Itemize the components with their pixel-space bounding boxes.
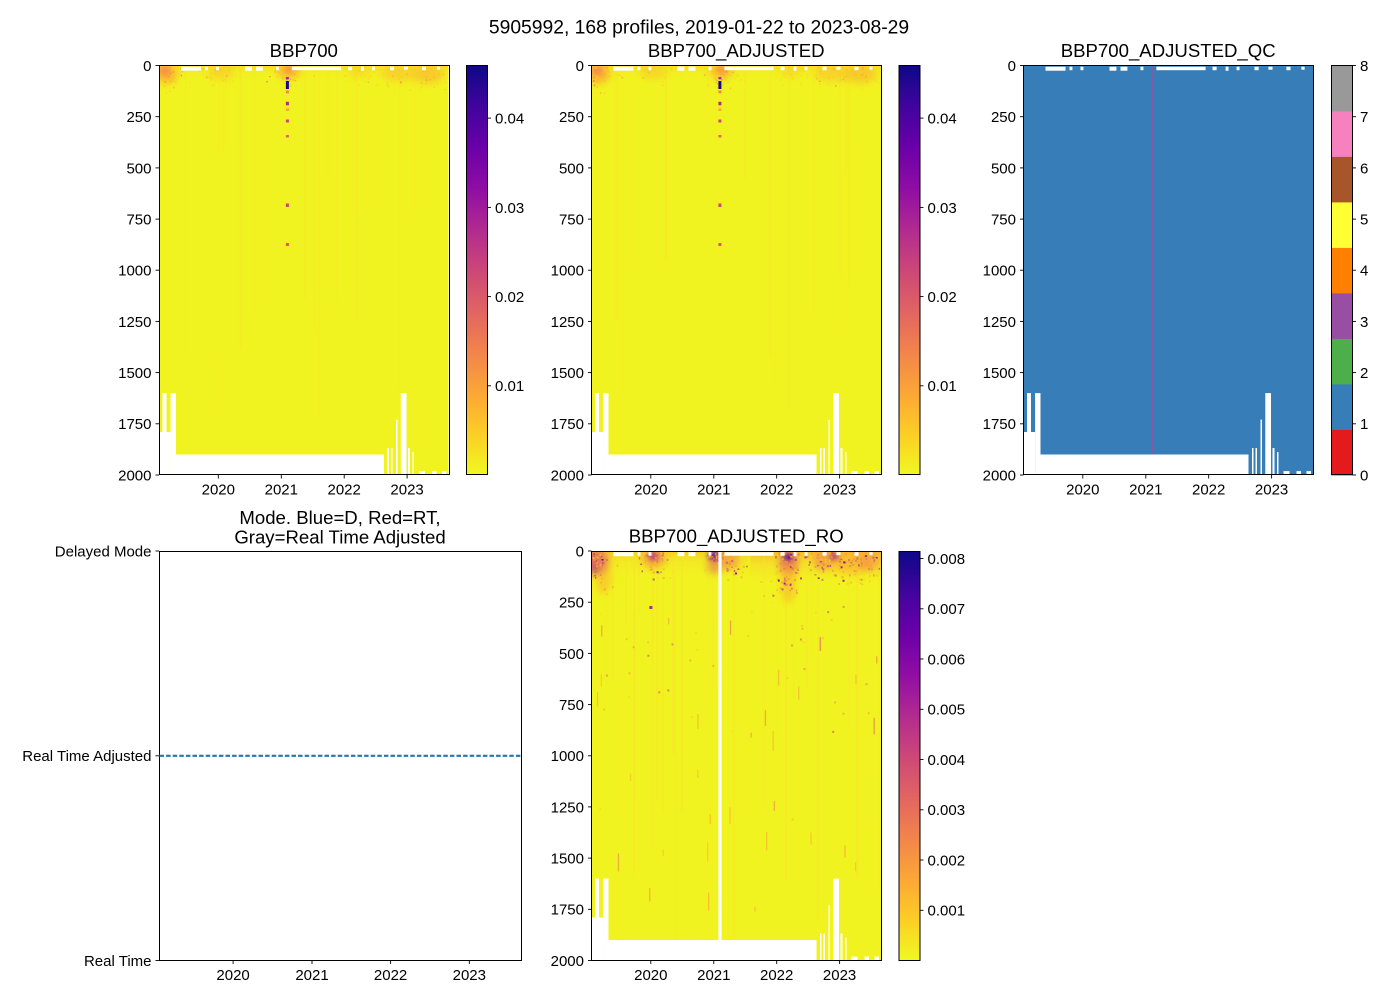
svg-text:5: 5 [1360, 212, 1368, 229]
svg-text:1250: 1250 [551, 799, 584, 816]
svg-text:0.04: 0.04 [928, 111, 957, 128]
svg-text:0.001: 0.001 [928, 903, 966, 920]
svg-text:1000: 1000 [983, 263, 1016, 280]
svg-text:750: 750 [559, 697, 584, 714]
svg-text:1500: 1500 [983, 365, 1016, 382]
svg-text:Gray=Real Time Adjusted: Gray=Real Time Adjusted [234, 527, 445, 548]
svg-text:1500: 1500 [551, 365, 584, 382]
svg-text:0.01: 0.01 [495, 378, 524, 395]
svg-text:3: 3 [1360, 314, 1368, 331]
svg-text:1000: 1000 [118, 263, 151, 280]
svg-text:2020: 2020 [634, 481, 667, 498]
svg-text:750: 750 [559, 212, 584, 229]
svg-text:1500: 1500 [118, 365, 151, 382]
svg-text:0.007: 0.007 [928, 601, 966, 618]
svg-text:2023: 2023 [453, 967, 486, 984]
svg-text:500: 500 [991, 160, 1016, 177]
svg-text:250: 250 [991, 109, 1016, 126]
svg-text:2022: 2022 [374, 967, 407, 984]
svg-text:2: 2 [1360, 365, 1368, 382]
svg-text:1500: 1500 [551, 851, 584, 868]
svg-text:2023: 2023 [823, 481, 856, 498]
svg-text:2023: 2023 [1255, 481, 1288, 498]
svg-text:0: 0 [1008, 58, 1016, 75]
svg-text:2021: 2021 [265, 481, 298, 498]
svg-text:2020: 2020 [216, 967, 249, 984]
svg-text:0.004: 0.004 [928, 752, 966, 769]
svg-text:0.008: 0.008 [928, 551, 966, 568]
svg-text:500: 500 [559, 646, 584, 663]
svg-text:250: 250 [559, 109, 584, 126]
svg-text:5905992, 168 profiles, 2019-01: 5905992, 168 profiles, 2019-01-22 to 202… [489, 18, 909, 39]
svg-text:BBP700_ADJUSTED_QC: BBP700_ADJUSTED_QC [1061, 40, 1276, 62]
svg-text:1: 1 [1360, 416, 1368, 433]
svg-text:BBP700_ADJUSTED_RO: BBP700_ADJUSTED_RO [629, 526, 844, 548]
svg-text:2021: 2021 [1129, 481, 1162, 498]
svg-text:0: 0 [143, 58, 151, 75]
svg-text:1000: 1000 [551, 263, 584, 280]
svg-text:2020: 2020 [634, 967, 667, 984]
svg-text:2022: 2022 [760, 481, 793, 498]
svg-text:2021: 2021 [697, 481, 730, 498]
svg-text:250: 250 [126, 109, 151, 126]
svg-text:0.002: 0.002 [928, 852, 966, 869]
svg-text:2021: 2021 [295, 967, 328, 984]
svg-text:500: 500 [559, 160, 584, 177]
svg-text:1000: 1000 [551, 748, 584, 765]
svg-text:Mode. Blue=D, Red=RT,: Mode. Blue=D, Red=RT, [239, 507, 440, 528]
svg-text:2023: 2023 [823, 967, 856, 984]
svg-text:2000: 2000 [551, 953, 584, 970]
svg-text:2020: 2020 [202, 481, 235, 498]
svg-text:2021: 2021 [697, 967, 730, 984]
svg-text:1250: 1250 [983, 314, 1016, 331]
svg-text:0.003: 0.003 [928, 802, 966, 819]
svg-text:1750: 1750 [983, 416, 1016, 433]
svg-text:250: 250 [559, 595, 584, 612]
svg-text:7: 7 [1360, 109, 1368, 126]
svg-text:1750: 1750 [551, 416, 584, 433]
svg-text:0: 0 [576, 543, 584, 560]
svg-text:0: 0 [1360, 467, 1368, 484]
svg-text:1250: 1250 [551, 314, 584, 331]
svg-text:0.005: 0.005 [928, 702, 966, 719]
svg-text:2000: 2000 [551, 467, 584, 484]
svg-text:2023: 2023 [390, 481, 423, 498]
svg-text:Real Time: Real Time [84, 953, 152, 970]
svg-text:0.02: 0.02 [495, 289, 524, 306]
svg-text:Real Time Adjusted: Real Time Adjusted [22, 748, 151, 765]
svg-text:750: 750 [991, 212, 1016, 229]
svg-text:2022: 2022 [1192, 481, 1225, 498]
svg-text:0.04: 0.04 [495, 111, 524, 128]
svg-text:0.01: 0.01 [928, 378, 957, 395]
svg-text:1750: 1750 [551, 902, 584, 919]
svg-text:2020: 2020 [1066, 481, 1099, 498]
svg-text:500: 500 [126, 160, 151, 177]
svg-text:Delayed Mode: Delayed Mode [55, 543, 152, 560]
svg-text:2000: 2000 [118, 467, 151, 484]
svg-text:0.006: 0.006 [928, 651, 966, 668]
svg-text:BBP700: BBP700 [270, 40, 338, 61]
svg-text:0.02: 0.02 [928, 289, 957, 306]
svg-text:0.03: 0.03 [495, 200, 524, 217]
svg-text:2022: 2022 [328, 481, 361, 498]
svg-text:0: 0 [576, 58, 584, 75]
svg-text:0.03: 0.03 [928, 200, 957, 217]
svg-text:1250: 1250 [118, 314, 151, 331]
svg-text:8: 8 [1360, 58, 1368, 75]
svg-text:6: 6 [1360, 160, 1368, 177]
svg-text:2000: 2000 [983, 467, 1016, 484]
svg-text:750: 750 [126, 212, 151, 229]
svg-text:2022: 2022 [760, 967, 793, 984]
svg-text:1750: 1750 [118, 416, 151, 433]
svg-text:BBP700_ADJUSTED: BBP700_ADJUSTED [648, 40, 825, 62]
svg-text:4: 4 [1360, 263, 1368, 280]
